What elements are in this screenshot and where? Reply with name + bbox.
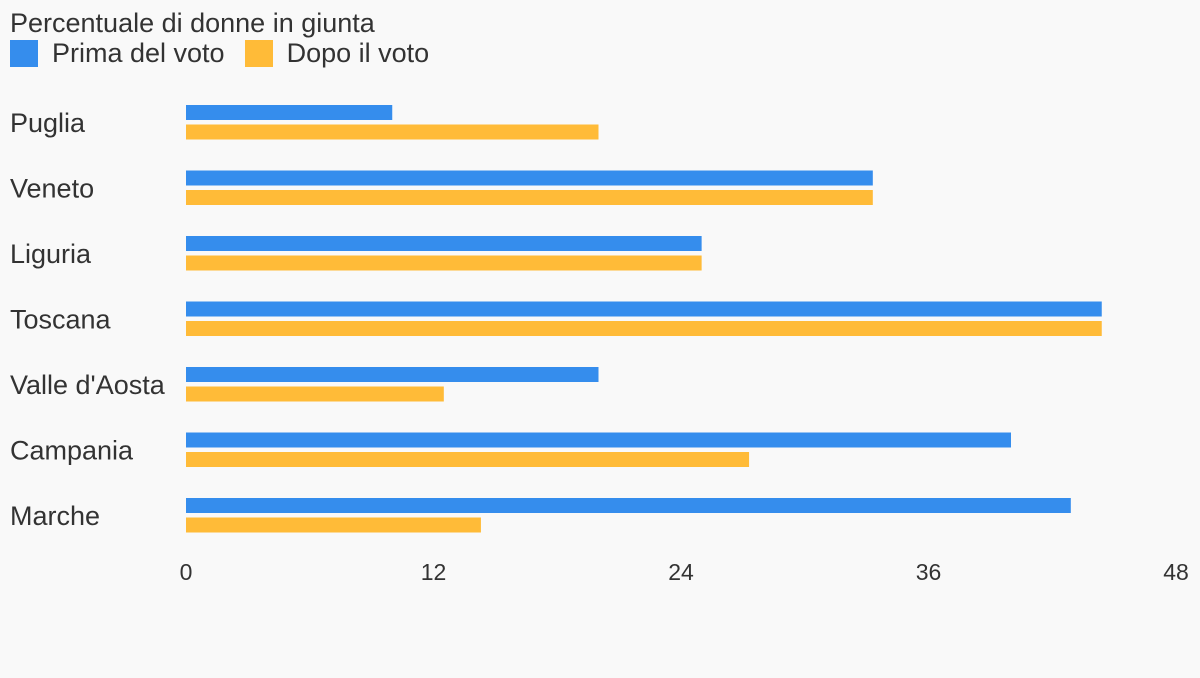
category-label-campania: Campania bbox=[10, 436, 134, 466]
bar-puglia-prima bbox=[186, 105, 393, 120]
category-label-puglia: Puglia bbox=[10, 108, 86, 138]
x-tick-label-48: 48 bbox=[1163, 559, 1189, 585]
legend: Prima del voto Dopo il voto bbox=[10, 38, 449, 69]
category-label-liguria: Liguria bbox=[10, 239, 92, 269]
category-label-toscana: Toscana bbox=[10, 305, 112, 335]
bar-campania-prima bbox=[186, 432, 1011, 448]
bar-liguria-prima bbox=[186, 236, 702, 251]
x-tick-label-0: 0 bbox=[180, 559, 193, 585]
x-tick-label-24: 24 bbox=[668, 559, 694, 585]
legend-item-dopo: Dopo il voto bbox=[244, 38, 430, 69]
bar-liguria-dopo bbox=[186, 255, 702, 271]
x-tick-label-36: 36 bbox=[916, 559, 942, 585]
bar-valle-d-aosta-prima bbox=[186, 367, 599, 382]
bar-veneto-dopo bbox=[186, 190, 873, 205]
bar-puglia-dopo bbox=[186, 124, 599, 140]
legend-label-dopo: Dopo il voto bbox=[286, 38, 430, 68]
category-label-valle-d-aosta: Valle d'Aosta bbox=[10, 370, 166, 400]
chart-title: Percentuale di donne in giunta bbox=[10, 8, 375, 38]
category-label-veneto: Veneto bbox=[10, 174, 94, 204]
bar-marche-prima bbox=[186, 498, 1071, 513]
bar-veneto-prima bbox=[186, 170, 873, 186]
legend-swatch-dopo bbox=[244, 40, 273, 67]
bar-toscana-dopo bbox=[186, 321, 1102, 336]
bar-marche-dopo bbox=[186, 517, 481, 533]
bar-toscana-prima bbox=[186, 301, 1102, 317]
legend-swatch-prima bbox=[10, 40, 38, 67]
bar-campania-dopo bbox=[186, 452, 750, 467]
legend-item-prima: Prima del voto bbox=[10, 38, 225, 69]
category-label-marche: Marche bbox=[10, 501, 100, 531]
legend-label-prima: Prima del voto bbox=[52, 38, 225, 68]
bar-valle-d-aosta-dopo bbox=[186, 386, 444, 402]
x-tick-label-12: 12 bbox=[421, 559, 447, 585]
